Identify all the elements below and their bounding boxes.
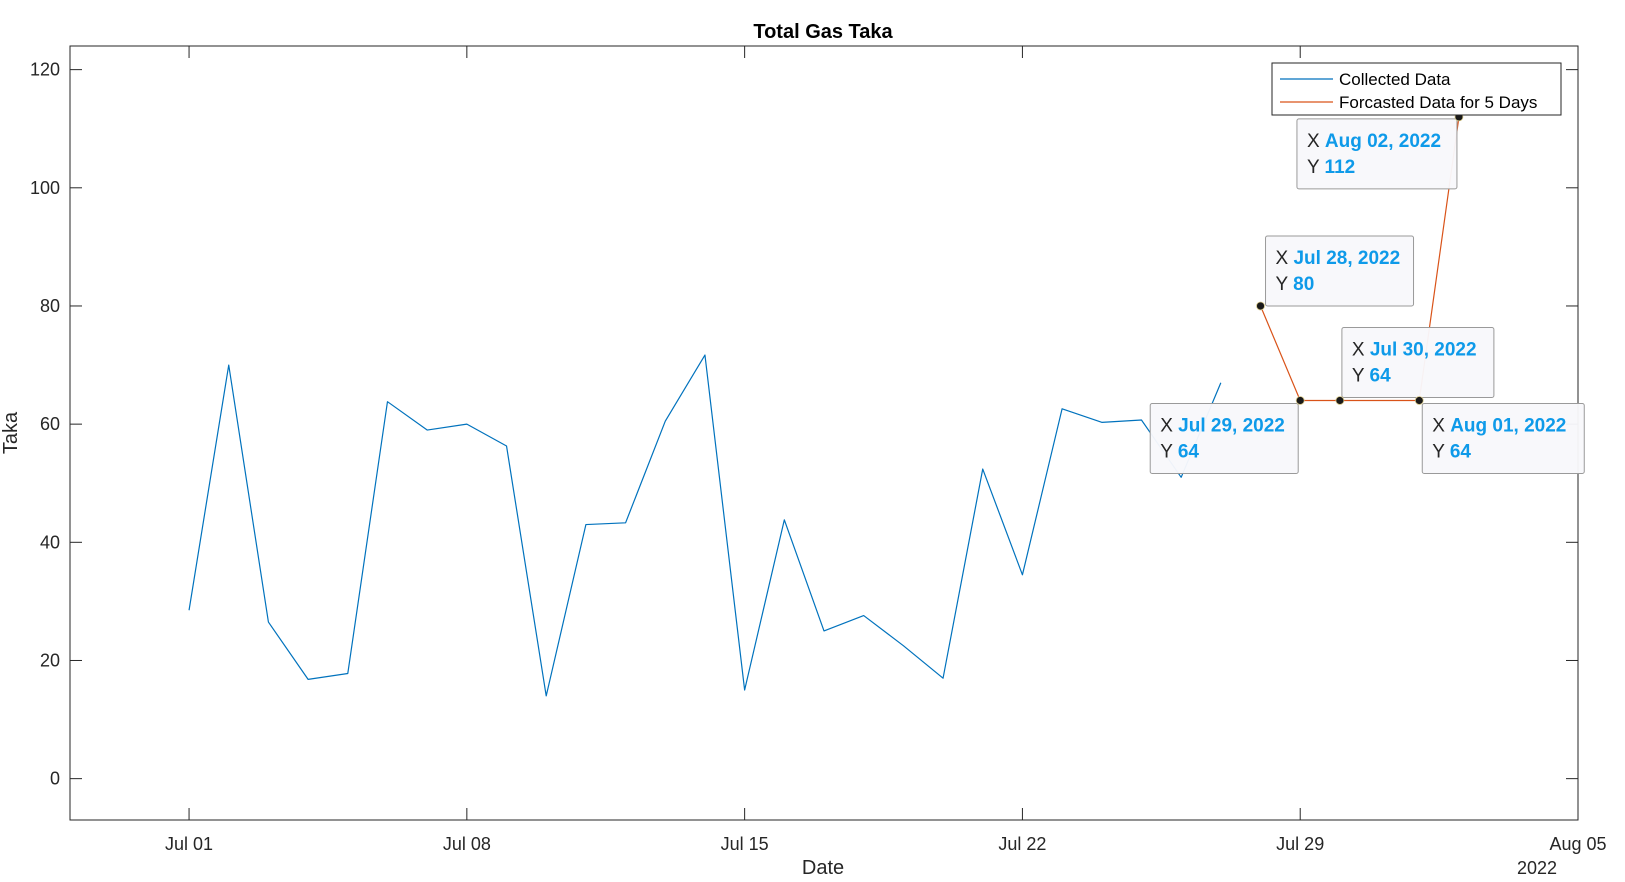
- datatip-marker[interactable]: [1295, 396, 1305, 405]
- datatip-x-row: X Aug 02, 2022: [1307, 131, 1441, 152]
- x-tick-label: Jul 15: [721, 834, 769, 854]
- datatip-box: [1421, 403, 1585, 475]
- y-axis: 0 20 40 60 80 100 120: [30, 60, 1578, 789]
- datatip-box: [1149, 403, 1299, 475]
- y-tick-label: 80: [40, 296, 60, 316]
- y-tick-label: 60: [40, 414, 60, 434]
- datatip-y-key: Y: [1352, 366, 1370, 387]
- y-tick-label: 0: [50, 769, 60, 789]
- legend: Collected Data Forcasted Data for 5 Days: [1271, 62, 1562, 116]
- datatip-y-value: 64: [1178, 442, 1200, 463]
- datatip-x-row: X Jul 29, 2022: [1160, 416, 1285, 437]
- datatip-y-row: Y 112: [1307, 157, 1355, 178]
- datatip-y-key: Y: [1307, 157, 1325, 178]
- datatip-x-key: X: [1307, 131, 1325, 152]
- legend-box: [1271, 62, 1562, 116]
- legend-entry-collected: Collected Data: [1339, 70, 1451, 89]
- collected-data-line: [188, 354, 1222, 697]
- datatip-x-value: Jul 30, 2022: [1370, 340, 1477, 361]
- y-tick-label: 20: [40, 650, 60, 670]
- datatip-y-row: Y 64: [1352, 366, 1391, 387]
- datatip-marker[interactable]: [1256, 301, 1265, 311]
- datatip-y-key: Y: [1160, 442, 1178, 463]
- datatip-marker[interactable]: [1414, 396, 1424, 405]
- datatip-x-row: X Jul 28, 2022: [1276, 248, 1401, 269]
- datatip-marker[interactable]: [1335, 396, 1345, 405]
- datatip-x-row: X Jul 30, 2022: [1352, 340, 1477, 361]
- datatip-x-key: X: [1160, 416, 1178, 437]
- datatip-y-value: 64: [1370, 366, 1392, 387]
- datatip-x-key: X: [1276, 248, 1294, 269]
- datatip-x-row: X Aug 01, 2022: [1432, 416, 1566, 437]
- x-axis: Jul 01 Jul 08 Jul 15 Jul 22 Jul 29 Aug 05: [165, 46, 1607, 854]
- datatip-y-row: Y 64: [1432, 442, 1471, 463]
- datatip-y-value: 64: [1450, 442, 1472, 463]
- y-tick-label: 100: [30, 178, 60, 198]
- chart-title: Total Gas Taka: [753, 21, 893, 43]
- datatip-box: [1341, 327, 1495, 399]
- datatip-y-key: Y: [1432, 442, 1450, 463]
- plot-area: 0 20 40 60 80 100 120 Jul 01 Jul 08 Jul 15 Jul 22…: [30, 45, 1607, 854]
- x-axis-label: Date: [802, 857, 844, 879]
- datatip-y-value: 112: [1325, 157, 1356, 178]
- x-tick-label: Jul 08: [443, 834, 491, 854]
- y-tick-label: 40: [40, 532, 60, 552]
- x-tick-label: Aug 05: [1549, 834, 1606, 854]
- datatip[interactable]: X Jul 28, 2022 Y 80: [1265, 235, 1415, 307]
- y-tick-label: 120: [30, 60, 60, 80]
- datatip-box: [1265, 235, 1415, 307]
- datatip-x-value: Jul 28, 2022: [1293, 248, 1400, 269]
- legend-entry-forecast: Forcasted Data for 5 Days: [1339, 93, 1537, 112]
- datatip-y-row: Y 80: [1276, 274, 1315, 295]
- datatip-y-row: Y 64: [1160, 442, 1199, 463]
- datatip-x-value: Jul 29, 2022: [1178, 416, 1285, 437]
- x-tick-label: Jul 29: [1276, 834, 1324, 854]
- x-tick-label: Jul 22: [998, 834, 1046, 854]
- datatip-x-key: X: [1352, 340, 1370, 361]
- datatip-y-key: Y: [1276, 274, 1294, 295]
- datatip-x-value: Aug 02, 2022: [1325, 131, 1441, 152]
- y-axis-label: Taka: [0, 411, 22, 454]
- datatip-box: [1296, 118, 1458, 190]
- x-tick-label: Jul 01: [165, 834, 213, 854]
- datatip-x-key: X: [1432, 416, 1450, 437]
- datatip-markers: [1256, 112, 1464, 405]
- datatip-x-value: Aug 01, 2022: [1450, 416, 1566, 437]
- datatip-y-value: 80: [1293, 274, 1314, 295]
- x-axis-year-label: 2022: [1517, 858, 1557, 878]
